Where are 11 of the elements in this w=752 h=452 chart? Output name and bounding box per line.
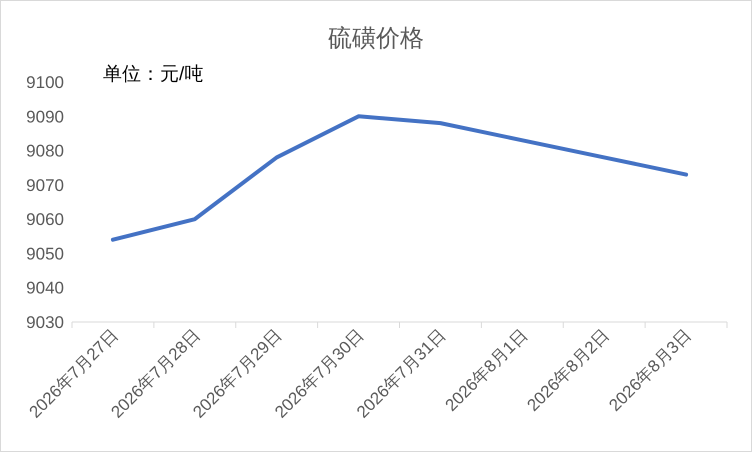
chart-title: 硫磺价格	[328, 25, 424, 52]
annotation: 单位：元/吨	[103, 64, 204, 85]
y-tick-label: 9080	[26, 142, 64, 161]
y-tick-label: 9070	[26, 176, 64, 195]
y-tick-label: 9090	[26, 107, 64, 126]
y-tick-label: 9050	[26, 244, 64, 264]
line-series	[110, 114, 688, 242]
y-tick-label: 9060	[26, 210, 64, 230]
y-tick-label: 9100	[26, 73, 64, 92]
y-tick-label: 9040	[26, 278, 64, 298]
y-tick-label: 9030	[26, 313, 64, 332]
